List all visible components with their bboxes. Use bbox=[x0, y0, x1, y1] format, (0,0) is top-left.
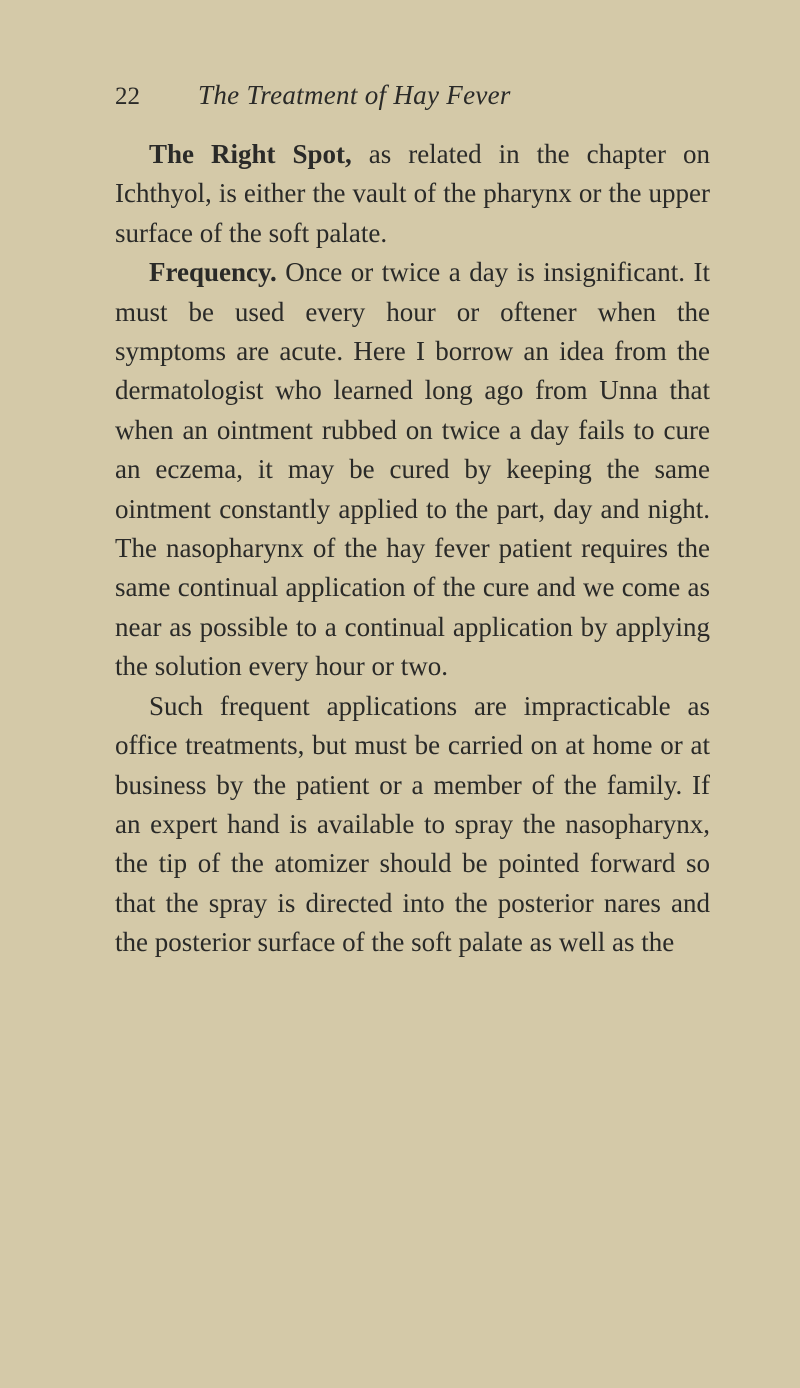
paragraph-2-rest: Once or twice a day is in­significant. I… bbox=[115, 257, 710, 681]
bold-lead-2: Frequency. bbox=[149, 257, 277, 287]
paragraph-3: Such frequent applications are imprac­ti… bbox=[115, 687, 710, 963]
page-header: 22 The Treatment of Hay Fever bbox=[115, 80, 710, 111]
book-page: 22 The Treatment of Hay Fever The Right … bbox=[0, 0, 800, 1388]
paragraph-2: Frequency. Once or twice a day is in­sig… bbox=[115, 253, 710, 686]
body-text: The Right Spot, as related in the chapte… bbox=[115, 135, 710, 963]
paragraph-1: The Right Spot, as related in the chapte… bbox=[115, 135, 710, 253]
bold-lead-1: The Right Spot, bbox=[149, 139, 352, 169]
chapter-title: The Treatment of Hay Fever bbox=[198, 80, 511, 111]
page-number: 22 bbox=[115, 83, 140, 111]
